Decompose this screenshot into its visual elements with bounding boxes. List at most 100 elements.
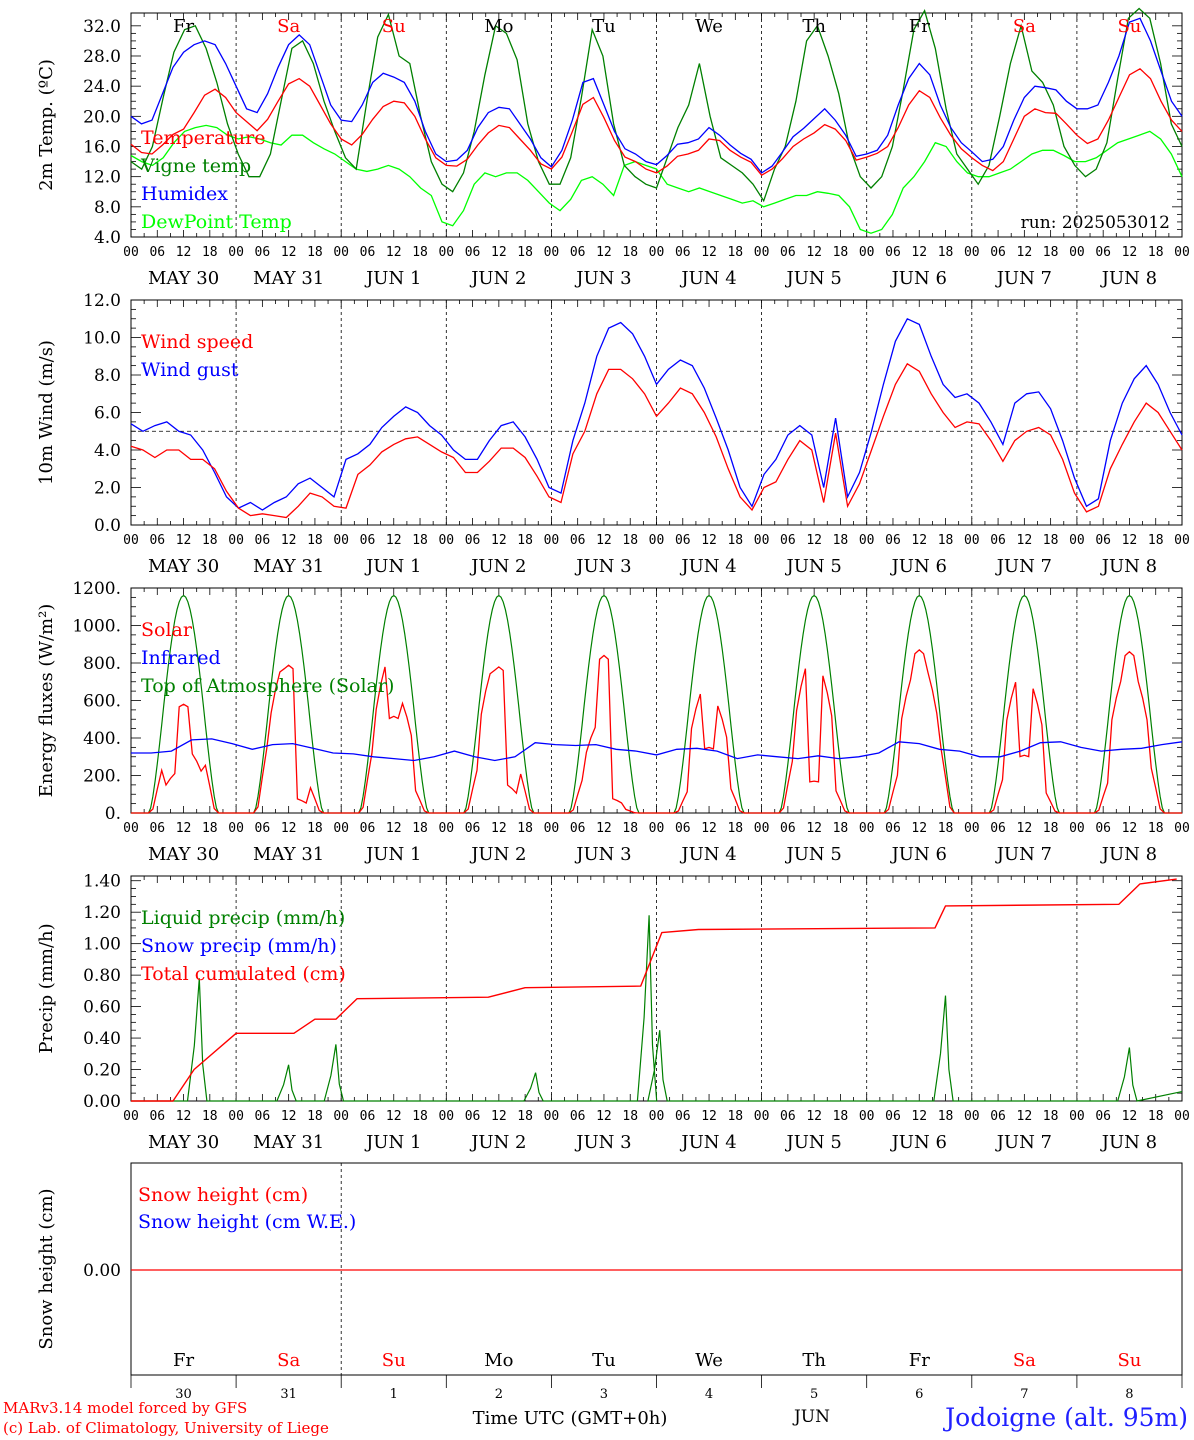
hour-tick-label: 18	[517, 245, 533, 260]
hour-tick-label: 06	[780, 533, 796, 548]
y-tick-label: 0.0	[94, 516, 121, 536]
series-wind-gust	[130, 317, 1183, 511]
hour-tick-label: 06	[255, 821, 271, 836]
y-tick-label: 800.	[83, 654, 121, 674]
y-tick-label: 1.20	[83, 903, 121, 923]
run-annotation: run: 2025053012	[1021, 213, 1170, 233]
hour-tick-label: 12	[176, 1109, 192, 1124]
date-label: JUN 5	[784, 556, 841, 577]
date-label: JUN 6	[890, 1132, 947, 1153]
hour-tick-label: 12	[1017, 1109, 1033, 1124]
hour-tick-label: 18	[412, 1109, 428, 1124]
hour-tick-label: 00	[438, 245, 454, 260]
hour-tick-label: 12	[491, 1109, 507, 1124]
date-label: MAY 31	[253, 268, 324, 289]
date-label: JUN 7	[995, 556, 1052, 577]
hour-tick-label: 06	[1095, 533, 1111, 548]
legend-label-2: Snow height (cm W.E.)	[138, 1211, 356, 1233]
date-label: JUN 3	[574, 268, 631, 289]
hour-tick-label: 06	[570, 533, 586, 548]
bottom-day-number: 7	[1020, 1387, 1028, 1402]
hour-tick-label: 00	[333, 533, 349, 548]
hour-tick-label: 00	[333, 821, 349, 836]
hour-tick-label: 12	[806, 1109, 822, 1124]
hour-tick-label: 12	[596, 245, 612, 260]
date-label: JUN 5	[784, 844, 841, 865]
hour-tick-label: 12	[386, 533, 402, 548]
weekday-label: Fr	[173, 16, 194, 37]
hour-tick-label: 06	[255, 533, 271, 548]
y-axis-title: Energy fluxes (W/m²)	[36, 604, 57, 798]
y-tick-label: 8.0	[94, 198, 121, 218]
bottom-day-number: 31	[280, 1387, 297, 1402]
hour-tick-label: 12	[911, 821, 927, 836]
hour-tick-label: 12	[806, 533, 822, 548]
date-label: JUN 1	[364, 844, 421, 865]
hour-tick-label: 12	[1122, 533, 1138, 548]
hour-tick-label: 12	[701, 533, 717, 548]
hour-tick-label: 00	[964, 821, 980, 836]
weekday-label: Mo	[484, 16, 513, 37]
panel-1	[130, 12, 1183, 238]
hour-tick-label: 12	[491, 245, 507, 260]
hour-tick-label: 12	[596, 533, 612, 548]
hour-tick-label: 18	[202, 245, 218, 260]
legend-label-1: Temperature	[141, 127, 265, 149]
hour-tick-label: 00	[1174, 245, 1190, 260]
series-humidex	[130, 17, 1183, 174]
date-label: JUN 4	[679, 268, 736, 289]
hour-tick-label: 00	[649, 1109, 665, 1124]
hour-tick-label: 06	[885, 1109, 901, 1124]
hour-tick-label: 06	[149, 533, 165, 548]
hour-tick-label: 12	[176, 821, 192, 836]
hour-tick-label: 00	[333, 1109, 349, 1124]
hour-tick-label: 00	[228, 821, 244, 836]
plot-frame	[130, 299, 1183, 526]
hour-tick-label: 12	[386, 1109, 402, 1124]
hour-tick-label: 06	[570, 245, 586, 260]
hour-tick-label: 18	[622, 245, 638, 260]
date-label: JUN 1	[364, 1132, 421, 1153]
hour-tick-label: 00	[228, 533, 244, 548]
hour-tick-label: 18	[307, 1109, 323, 1124]
hour-tick-label: 00	[964, 245, 980, 260]
y-tick-label: 1.40	[83, 872, 121, 892]
plot-frame	[130, 587, 1183, 814]
hour-tick-label: 12	[176, 245, 192, 260]
hour-tick-label: 06	[990, 533, 1006, 548]
hour-tick-label: 06	[1095, 821, 1111, 836]
panel-2	[130, 299, 1183, 526]
hour-tick-label: 12	[596, 821, 612, 836]
hour-tick-label: 00	[754, 533, 770, 548]
hour-tick-label: 06	[255, 245, 271, 260]
hour-tick-label: 06	[675, 1109, 691, 1124]
hour-tick-label: 06	[780, 1109, 796, 1124]
bottom-weekday-label: Mo	[484, 1350, 513, 1371]
hour-tick-label: 12	[1122, 245, 1138, 260]
y-tick-label: 1000.	[72, 617, 121, 637]
hour-tick-label: 00	[333, 245, 349, 260]
legend-label-3: Top of Atmosphere (Solar)	[141, 675, 394, 697]
hour-tick-label: 18	[412, 245, 428, 260]
hour-tick-label: 00	[1069, 1109, 1085, 1124]
date-label: MAY 30	[148, 268, 219, 289]
hour-tick-label: 18	[1043, 1109, 1059, 1124]
hour-tick-label: 00	[228, 245, 244, 260]
date-label: MAY 31	[253, 556, 324, 577]
hour-tick-label: 06	[360, 533, 376, 548]
y-tick-label: 200.	[83, 767, 121, 787]
hour-tick-label: 06	[465, 1109, 481, 1124]
y-tick-label: 0.60	[83, 998, 121, 1018]
bottom-day-number: 3	[600, 1387, 608, 1402]
hour-tick-label: 18	[938, 821, 954, 836]
hour-tick-label: 00	[123, 821, 139, 836]
hour-tick-label: 12	[491, 821, 507, 836]
weekday-label: Sa	[277, 16, 300, 37]
y-tick-label: 10.0	[83, 329, 121, 349]
hour-tick-label: 00	[1174, 1109, 1190, 1124]
bottom-day-number: 8	[1125, 1387, 1133, 1402]
y-tick-label: 24.0	[83, 77, 121, 97]
hour-tick-label: 18	[1148, 821, 1164, 836]
series-temperature	[130, 67, 1183, 177]
